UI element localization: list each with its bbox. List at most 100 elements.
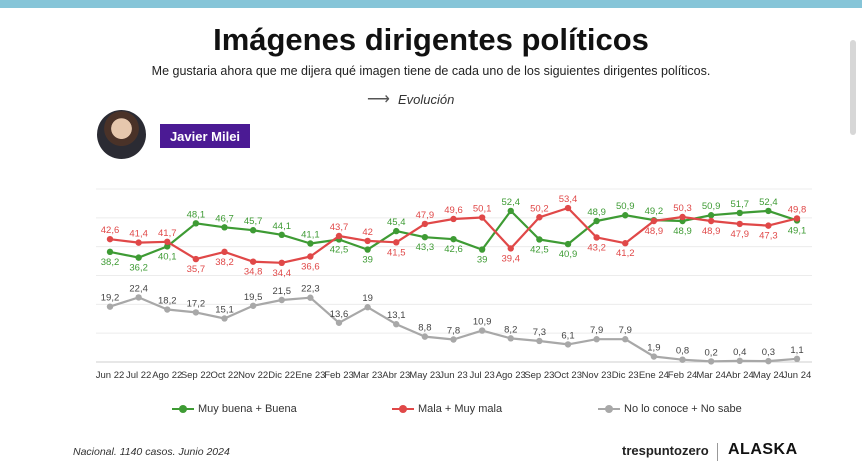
data-point xyxy=(679,213,686,221)
x-tick-label: Feb 23 xyxy=(324,370,354,381)
data-point xyxy=(564,240,572,248)
data-label: 42,5 xyxy=(530,244,549,255)
page-subtitle: Me gustaria ahora que me dijera qué imag… xyxy=(151,64,711,78)
data-label: 50,3 xyxy=(673,203,692,214)
data-label: 38,2 xyxy=(101,257,120,268)
data-point xyxy=(421,333,429,340)
data-point xyxy=(249,227,257,234)
data-label: 22,3 xyxy=(301,284,320,295)
data-label: 43,7 xyxy=(330,222,349,233)
data-point xyxy=(364,304,371,311)
data-point xyxy=(707,358,715,365)
data-point xyxy=(164,238,171,245)
data-label: 41,4 xyxy=(129,229,148,240)
data-point xyxy=(736,209,743,217)
data-label: 13,6 xyxy=(330,309,349,320)
data-label: 42,6 xyxy=(444,244,463,255)
data-point xyxy=(278,231,285,239)
data-point xyxy=(593,234,600,241)
data-label: 6,1 xyxy=(561,330,574,341)
legend-item-2: Mala + Muy mala xyxy=(392,403,502,415)
data-point xyxy=(278,259,285,267)
data-label: 50,9 xyxy=(616,201,635,212)
data-point xyxy=(192,255,200,263)
data-label: 42 xyxy=(362,227,373,238)
data-point xyxy=(679,356,686,363)
data-point xyxy=(221,315,228,322)
source-note: Nacional. 1140 casos. Junio 2024 xyxy=(73,446,230,458)
x-tick-label: Sep 22 xyxy=(181,370,211,381)
data-label: 47,3 xyxy=(759,231,778,242)
brand-divider xyxy=(717,443,718,461)
data-label: 42,6 xyxy=(101,225,120,236)
data-point xyxy=(278,296,285,304)
x-tick-label: Jun 23 xyxy=(439,370,468,381)
data-label: 41,7 xyxy=(158,228,177,239)
data-point xyxy=(650,353,658,360)
x-tick-label: Nov 22 xyxy=(238,370,268,381)
data-label: 7,9 xyxy=(590,325,603,336)
data-point xyxy=(307,294,314,301)
data-point xyxy=(335,319,343,326)
data-label: 21,5 xyxy=(273,286,292,297)
x-tick-label: Ago 23 xyxy=(496,370,526,381)
x-tick-label: Jun 24 xyxy=(783,370,812,381)
data-label: 40,1 xyxy=(158,251,177,262)
data-point xyxy=(478,214,486,221)
x-tick-label: Dic 23 xyxy=(612,370,639,381)
x-tick-label: May 23 xyxy=(409,370,440,381)
x-tick-label: Oct 23 xyxy=(554,370,582,381)
legend-swatch-green xyxy=(172,405,194,413)
data-point xyxy=(393,321,400,328)
data-point xyxy=(736,220,743,228)
scrollbar[interactable] xyxy=(850,40,856,135)
x-tick-label: Dic 22 xyxy=(268,370,295,381)
data-label: 41,2 xyxy=(616,248,635,259)
data-label: 52,4 xyxy=(759,197,778,208)
legend-label: No lo conoce + No sabe xyxy=(624,403,742,415)
data-label: 41,5 xyxy=(387,247,406,258)
person-name-badge: Javier Milei xyxy=(160,124,250,148)
data-point xyxy=(707,212,715,219)
x-tick-label: May 24 xyxy=(753,370,784,381)
data-point xyxy=(478,327,486,334)
x-tick-label: Sep 23 xyxy=(524,370,554,381)
data-label: 49,8 xyxy=(788,204,807,215)
data-point xyxy=(135,294,142,301)
data-point xyxy=(650,217,658,225)
data-point xyxy=(536,337,543,345)
data-point xyxy=(450,336,457,343)
x-tick-label: Mar 24 xyxy=(696,370,726,381)
data-label: 48,9 xyxy=(673,226,692,237)
data-label: 38,2 xyxy=(215,257,234,268)
data-label: 51,7 xyxy=(731,199,750,210)
data-label: 0,8 xyxy=(676,346,689,357)
legend-item-1: Muy buena + Buena xyxy=(172,403,297,415)
data-point xyxy=(507,207,514,215)
data-point xyxy=(450,215,457,223)
data-point xyxy=(793,355,801,363)
x-tick-label: Nov 23 xyxy=(582,370,612,381)
avatar xyxy=(97,110,146,159)
data-label: 50,1 xyxy=(473,204,492,215)
data-point xyxy=(135,239,142,246)
data-label: 19,2 xyxy=(101,293,120,304)
data-point xyxy=(135,254,142,261)
data-label: 50,2 xyxy=(530,203,549,214)
x-tick-label: Abr 23 xyxy=(382,370,410,381)
data-label: 1,9 xyxy=(647,343,660,354)
top-accent-bar xyxy=(0,0,862,8)
data-point xyxy=(736,357,743,365)
legend-swatch-gray xyxy=(598,405,620,413)
data-point xyxy=(307,253,314,260)
data-point xyxy=(164,243,171,250)
data-label: 34,8 xyxy=(244,267,263,278)
page-title: Imágenes dirigentes políticos xyxy=(213,22,649,57)
data-label: 13,1 xyxy=(387,310,406,321)
data-point xyxy=(364,246,371,253)
data-label: 36,6 xyxy=(301,261,320,272)
data-point xyxy=(622,336,629,343)
data-point xyxy=(307,240,314,247)
data-point xyxy=(221,224,228,231)
